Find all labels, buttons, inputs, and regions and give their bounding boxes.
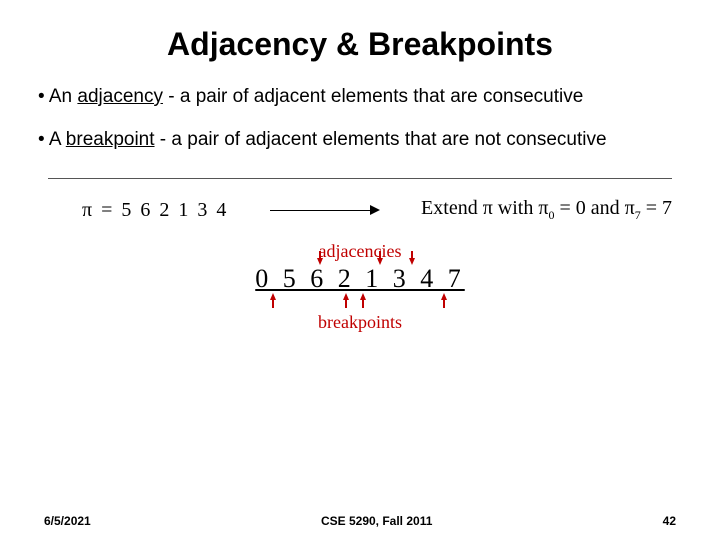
pi-extend-text: Extend π with π0 = 0 and π7 = 7 (421, 197, 672, 223)
breakpoint-arrow-icon (441, 293, 447, 300)
slide-title: Adjacency & Breakpoints (0, 0, 720, 63)
breakpoint-arrows (253, 290, 467, 308)
footer-date: 6/5/2021 (44, 514, 91, 528)
bullet1-post: - a pair of adjacent elements that are c… (163, 86, 583, 107)
bullet2-pre: • A (38, 129, 66, 150)
pi-ext-pre: Extend π with π (421, 197, 548, 219)
footer: 6/5/2021 CSE 5290, Fall 2011 42 (0, 514, 720, 528)
bullet1-term: adjacency (77, 86, 163, 107)
breakpoint-arrow-icon (360, 293, 366, 300)
pi-definition-row: π = 5 6 2 1 3 4 Extend π with π0 = 0 and… (0, 179, 720, 223)
pi-permutation: π = 5 6 2 1 3 4 (82, 199, 228, 222)
extend-arrow (270, 203, 380, 217)
bullet-breakpoint: • A breakpoint - a pair of adjacent elem… (38, 128, 682, 153)
adjacency-arrow-icon (317, 258, 323, 265)
footer-course: CSE 5290, Fall 2011 (321, 514, 432, 528)
adjacency-arrow-icon (409, 258, 415, 265)
pi-ext-mid: = 0 and π (554, 197, 634, 219)
footer-page: 42 (663, 514, 676, 528)
breakpoints-label: breakpoints (0, 312, 720, 333)
breakpoint-arrow-icon (343, 293, 349, 300)
bullet2-post: - a pair of adjacent elements that are n… (155, 129, 607, 150)
bullet1-pre: • An (38, 86, 77, 107)
pi-ext-end: = 7 (641, 197, 672, 219)
breakpoint-arrow-icon (270, 293, 276, 300)
bullet2-term: breakpoint (66, 129, 155, 150)
adjacency-arrows (253, 250, 467, 268)
sequence-block: 0 5 6 2 1 3 4 7 (253, 264, 467, 294)
arrow-right-icon (270, 203, 380, 217)
adjacency-arrow-icon (377, 258, 383, 265)
bullet-list: • An adjacency - a pair of adjacent elem… (0, 63, 720, 152)
bullet-adjacency: • An adjacency - a pair of adjacent elem… (38, 85, 682, 110)
